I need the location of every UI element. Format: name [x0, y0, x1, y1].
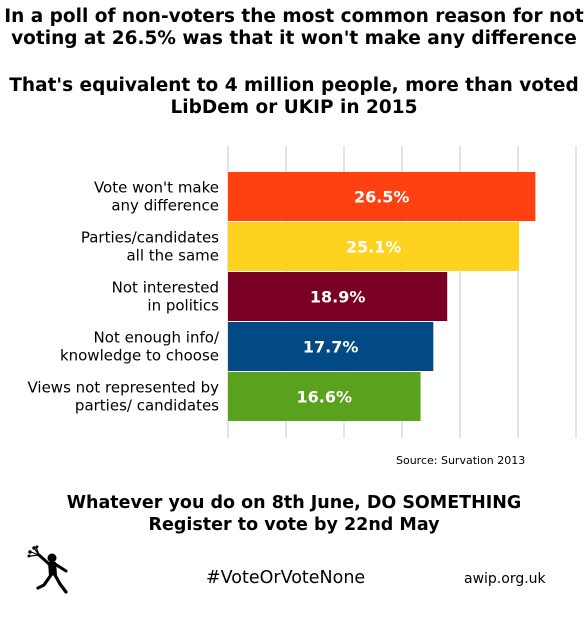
- subheadline-line-1: That's equivalent to 4 million people, m…: [9, 75, 579, 96]
- bar: [228, 272, 448, 321]
- chart-category-labels: Vote won't make any difference Parties/can…: [27, 179, 219, 415]
- bar-value-label: 16.6%: [297, 388, 353, 407]
- headline: In a poll of non-voters the most common …: [0, 6, 588, 50]
- bar-value-label: 18.9%: [310, 288, 366, 307]
- category-label: Parties/candidates all the same: [81, 229, 219, 265]
- category-label: Vote won't make any difference: [94, 179, 219, 215]
- bar: [228, 172, 536, 221]
- bar: [228, 222, 520, 271]
- headline-line-1: In a poll of non-voters the most common …: [4, 6, 584, 27]
- flower-thrower-icon: [27, 545, 68, 594]
- chart-bars: [228, 172, 536, 421]
- hashtag: #VoteOrVoteNone: [206, 568, 366, 588]
- call-to-action: Whatever you do on 8th June, DO SOMETHIN…: [0, 492, 588, 536]
- chart-value-labels: 26.5% 25.1% 18.9% 17.7% 16.6%: [297, 188, 410, 407]
- website-link: awip.org.uk: [464, 571, 546, 587]
- bar: [228, 372, 421, 421]
- subheadline: That's equivalent to 4 million people, m…: [0, 75, 588, 119]
- subheadline-line-2: LibDem or UKIP in 2015: [170, 97, 418, 118]
- call-to-action-line-2: Register to vote by 22nd May: [148, 515, 440, 535]
- category-label: Not interested in politics: [112, 279, 220, 315]
- bar-chart: Vote won't make any difference Parties/can…: [27, 146, 577, 438]
- headline-line-2: voting at 26.5% was that it won't make a…: [11, 28, 577, 49]
- bar: [228, 322, 434, 371]
- category-label: Not enough info/knowledge to choose: [60, 329, 220, 365]
- bar-value-label: 26.5%: [354, 188, 410, 207]
- bar-value-label: 17.7%: [303, 338, 359, 357]
- chart-source: Source: Survation 2013: [396, 454, 526, 467]
- category-label: Views not represented by parties/ candida…: [27, 379, 219, 415]
- call-to-action-line-1: Whatever you do on 8th June, DO SOMETHIN…: [66, 493, 522, 513]
- bar-value-label: 25.1%: [346, 238, 402, 257]
